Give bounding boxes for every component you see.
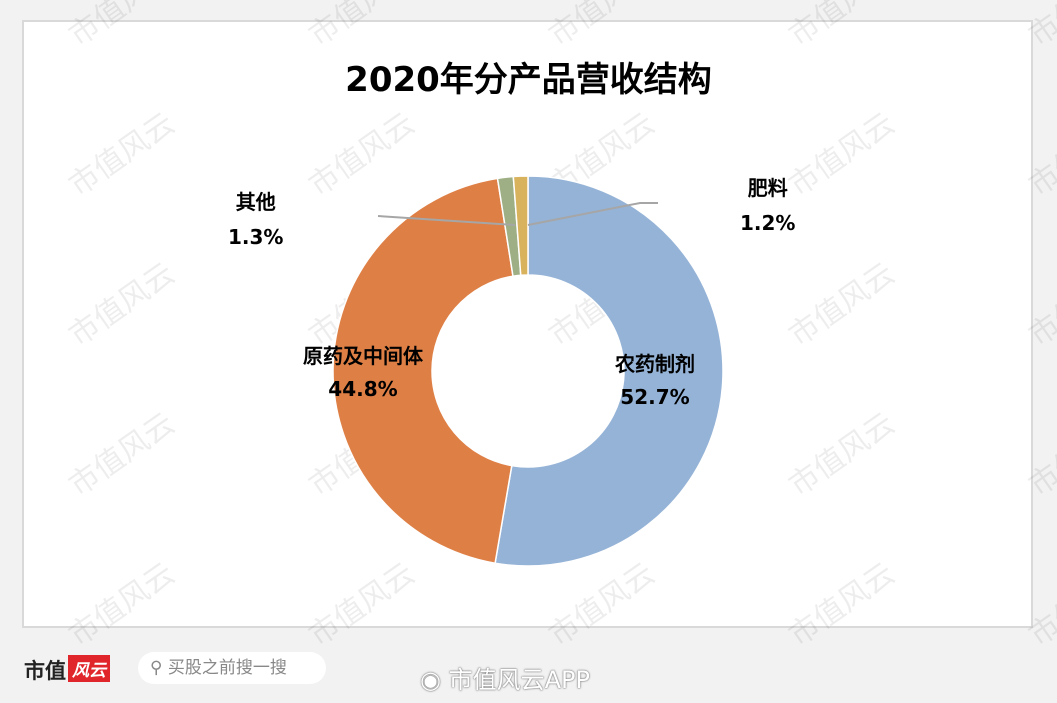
slice-3 — [512, 175, 529, 277]
search-placeholder: 买股之前搜一搜 — [167, 658, 287, 678]
weibo-brand: ◉ 市值风云APP — [420, 666, 590, 694]
slice-label-2: 其他 1.3% — [228, 190, 284, 249]
slice-label-3: 肥料 1.2% — [740, 176, 796, 235]
search-icon: ⚲ — [150, 658, 163, 678]
leader-line-3 — [527, 202, 658, 226]
footer-logo: 市值 风云 — [24, 655, 110, 685]
chart-title: 2020年分产品营收结构 — [345, 60, 712, 100]
slice-label-0: 农药制剂 52.7% — [615, 352, 695, 409]
slice-0 — [494, 175, 724, 567]
search-box[interactable]: ⚲ 买股之前搜一搜 — [138, 652, 326, 684]
weibo-icon: ◉ — [420, 666, 441, 694]
slice-1 — [332, 177, 514, 565]
leader-line-2 — [377, 215, 516, 226]
slice-label-1: 原药及中间体 44.8% — [303, 344, 423, 401]
